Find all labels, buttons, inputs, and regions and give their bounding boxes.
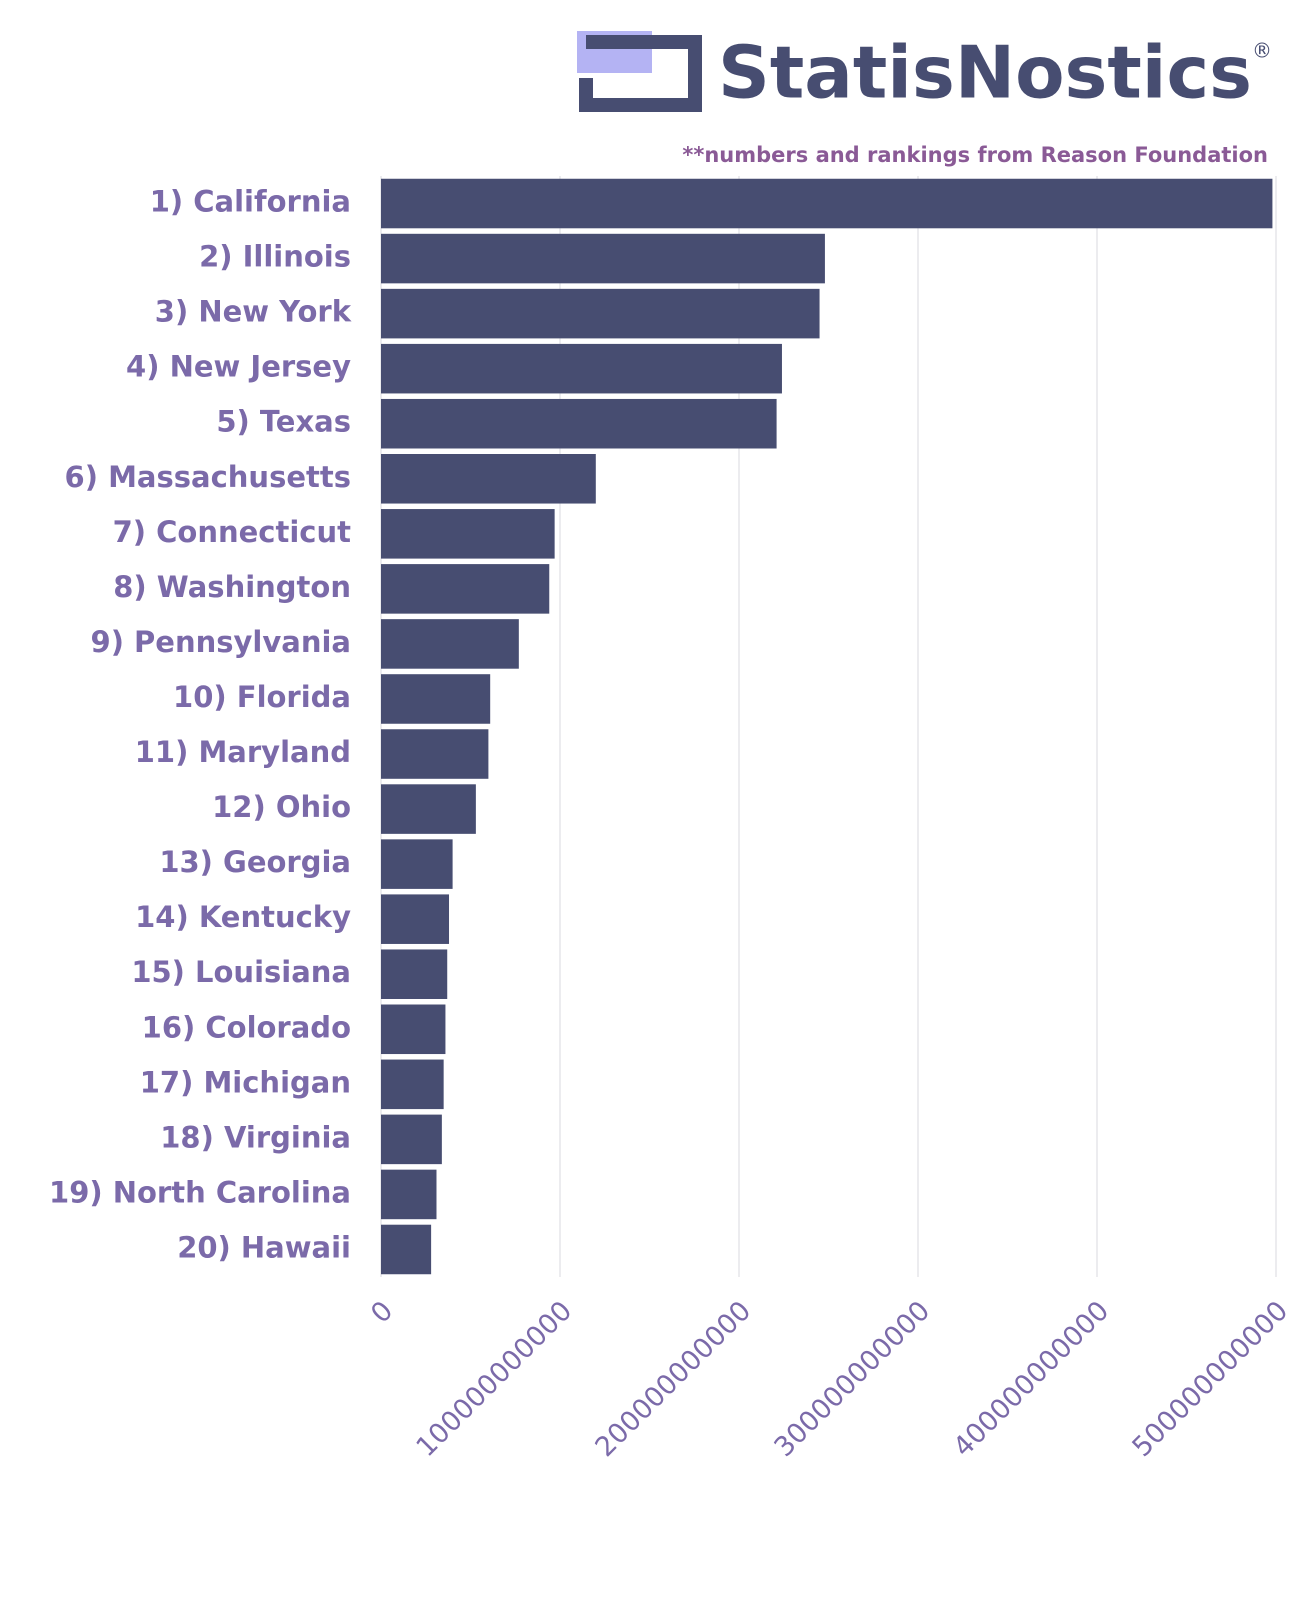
note: **numbers and rankings from Reason Found… [682, 143, 1268, 167]
y-tick-label: 17) Michigan [140, 1065, 351, 1099]
brand-mark: ® [1252, 39, 1272, 63]
bar [381, 1059, 444, 1110]
bar [381, 509, 555, 559]
y-tick-label: 12) Ohio [212, 790, 351, 824]
bar [381, 784, 476, 834]
bar [381, 178, 1273, 229]
y-tick-label: 20) Hawaii [177, 1230, 351, 1264]
bar [381, 1224, 432, 1275]
y-tick-label: 18) Virginia [160, 1120, 351, 1154]
bar [381, 233, 825, 284]
brand: StatisNostics [718, 31, 1252, 115]
bar [381, 454, 596, 504]
x-tick-label: 300000000000 [769, 1295, 937, 1463]
y-tick-label: 7) Connecticut [113, 515, 352, 549]
y-tick-label: 11) Maryland [135, 735, 351, 769]
bar [381, 949, 448, 999]
bar [381, 398, 777, 449]
y-tick-label: 13) Georgia [159, 845, 351, 879]
y-tick-label: 2) Illinois [199, 240, 351, 274]
x-tick-label: 100000000000 [411, 1295, 579, 1463]
y-tick-label: 1) California [150, 185, 351, 219]
y-tick-label: 6) Massachusetts [65, 460, 351, 494]
bar [381, 674, 491, 724]
y-tick-label: 9) Pennsylvania [91, 625, 351, 659]
bar [381, 729, 489, 779]
bar [381, 1169, 437, 1220]
x-tick-label: 0 [365, 1295, 399, 1329]
y-tick-label: 19) North Carolina [49, 1175, 351, 1209]
y-tick-label: 5) Texas [216, 405, 351, 439]
bar [381, 564, 550, 614]
y-tick-label: 16) Colorado [142, 1010, 351, 1044]
y-tick-label: 10) Florida [173, 680, 351, 714]
bar [381, 343, 782, 394]
bar [381, 1004, 446, 1055]
y-tick-label: 14) Kentucky [135, 900, 351, 934]
y-tick-label: 8) Washington [113, 570, 351, 604]
bar [381, 894, 450, 944]
x-tick-label: 500000000000 [1127, 1295, 1295, 1463]
bar [381, 839, 453, 889]
bar [381, 619, 519, 669]
x-tick-label: 400000000000 [948, 1295, 1116, 1463]
x-tick-label: 200000000000 [590, 1295, 758, 1463]
y-tick-label: 4) New Jersey [126, 350, 351, 384]
bar [381, 1114, 442, 1165]
logo-icon [577, 31, 702, 112]
bar [381, 288, 820, 339]
y-tick-label: 3) New York [155, 295, 352, 329]
y-tick-label: 15) Louisiana [131, 955, 351, 989]
